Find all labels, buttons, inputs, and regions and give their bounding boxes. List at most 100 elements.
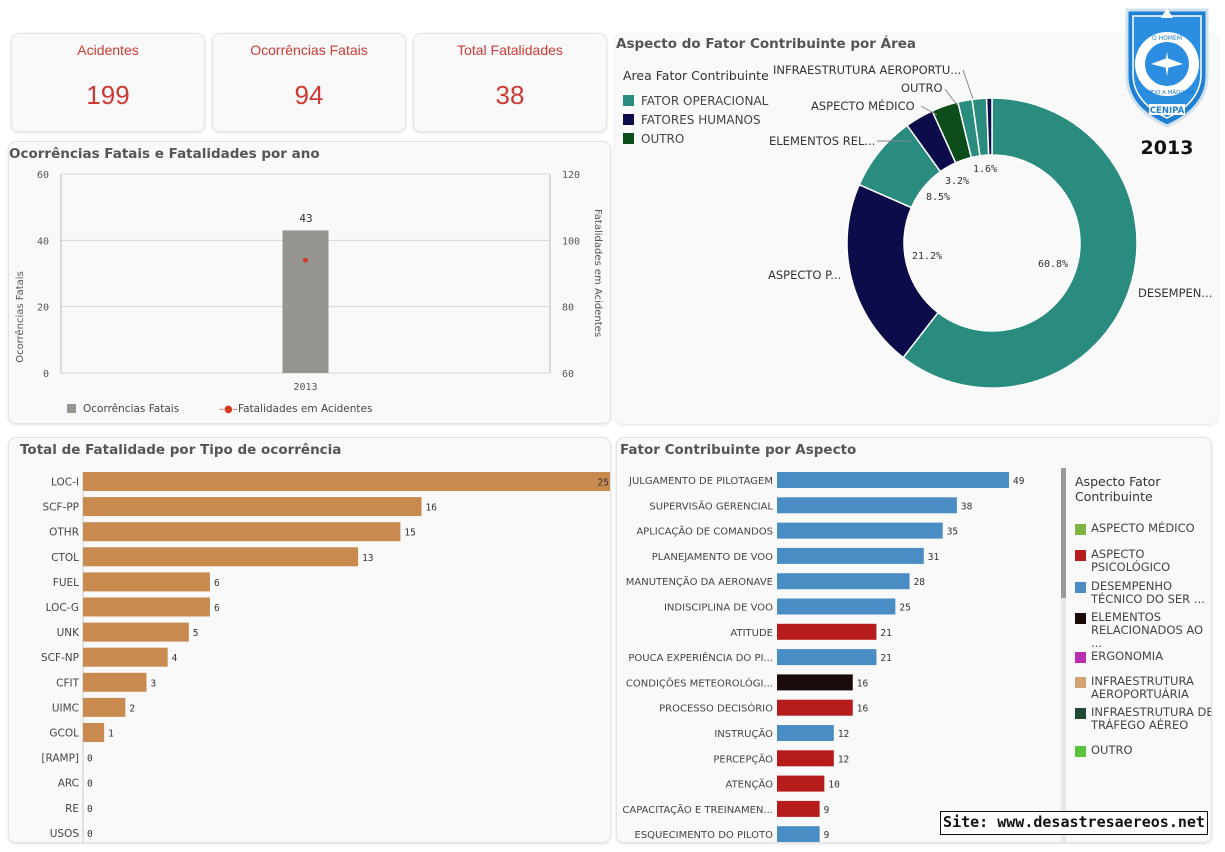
- y-tick-label: 40: [37, 236, 49, 247]
- category-label: ARC: [58, 778, 79, 790]
- bar: [777, 800, 820, 817]
- chart-title: Fator Contribuinte por Aspecto: [620, 442, 857, 458]
- legend-swatch: [1075, 677, 1086, 688]
- category-label: POUCA EXPERIÊNCIA DO PI...: [628, 651, 773, 664]
- bar: [83, 622, 189, 642]
- legend-label: OUTRO: [1091, 743, 1133, 757]
- y-tick-label: 20: [37, 303, 49, 314]
- legend-item-fator-operacional[interactable]: FATOR OPERACIONAL: [623, 94, 768, 108]
- bar-value-label: 6: [214, 603, 220, 614]
- legend-title: Area Fator Contribuinte: [623, 68, 769, 83]
- bar: [777, 750, 834, 767]
- kpi-label: Ocorrências Fatais: [250, 42, 368, 58]
- legend-swatch: [1075, 524, 1086, 535]
- bar: [83, 572, 210, 592]
- legend-label: FATOR OPERACIONAL: [641, 94, 769, 108]
- legend-label: Ocorrências Fatais: [83, 403, 180, 415]
- bar: [83, 672, 147, 692]
- category-label: SUPERVISÃO GERENCIAL: [649, 499, 773, 512]
- bar: [83, 472, 610, 491]
- legend-label: OUTRO: [641, 132, 685, 146]
- legend-item-ocorrencias-fatais[interactable]: Ocorrências Fatais: [67, 403, 179, 415]
- category-label: CFIT: [56, 677, 79, 689]
- slice-percent-label: 21.2%: [912, 251, 942, 262]
- legend-item[interactable]: ERGONOMIA: [1075, 650, 1211, 678]
- x-tick-label: 2013: [293, 382, 317, 393]
- legend-swatch: [1075, 746, 1086, 757]
- bar: [83, 597, 210, 617]
- bar-value-label: 31: [928, 552, 940, 563]
- leader-line: [944, 88, 958, 106]
- bar-value-label: 0: [87, 804, 93, 815]
- chart-title: Total de Fatalidade por Tipo de ocorrênc…: [20, 442, 342, 458]
- legend-swatch: [1075, 708, 1086, 719]
- kpi-value: 94: [294, 80, 324, 110]
- bar: [282, 230, 329, 373]
- combo-chart-card: Ocorrências Fatais e Fatalidades por ano…: [8, 141, 611, 424]
- bar-value-label: 21: [880, 653, 892, 664]
- bar-value-label: 25: [598, 478, 609, 489]
- bar-value-label: 2: [129, 703, 135, 714]
- legend-scrollbar-track[interactable]: [1061, 468, 1066, 842]
- bar: [777, 649, 877, 666]
- category-label: CONDIÇÕES METEOROLÓGI...: [626, 676, 773, 689]
- fatalities-by-type-card: Total de Fatalidade por Tipo de ocorrênc…: [8, 437, 611, 843]
- y-tick-label: 60: [37, 170, 49, 181]
- legend-item-fatalidades[interactable]: –●–Fatalidades em Acidentes: [219, 403, 372, 415]
- cenipa-logo: CENIPA O HOMEM O MEIO A MÁQUINA: [1125, 8, 1209, 128]
- y-axis-right-label: Fatalidades em Acidentes: [592, 209, 603, 337]
- legend-item[interactable]: ASPECTO MÉDICO: [1075, 522, 1211, 550]
- legend-item[interactable]: ASPECTO PSICOLÓGICO: [1075, 547, 1211, 576]
- category-label: PLANEJAMENTO DE VOO: [652, 552, 773, 563]
- legend-item[interactable]: DESEMPENHO TÉCNICO DO SER ...: [1075, 580, 1211, 608]
- donut-chart: 60.8% 21.2% 8.5% 3.2% 1.6% DESEMPEN... ASPECTO…: [768, 63, 1212, 389]
- bar: [777, 472, 1009, 488]
- slice-label: ASPECTO MÉDICO: [811, 98, 915, 113]
- legend-label: INFRAESTRUTURA AEROPORTUÁRIA: [1091, 674, 1194, 701]
- factor-by-aspect-card: Fator Contribuinte por Aspecto JULGAMENT…: [616, 437, 1212, 843]
- legend-point-icon: –●–: [219, 404, 238, 415]
- bar-value-label: 13: [362, 553, 373, 564]
- slice-percent-label: 3.2%: [945, 176, 969, 187]
- category-label: ATENÇÃO: [726, 778, 774, 791]
- bar: [777, 522, 943, 539]
- leader-line: [962, 69, 974, 100]
- legend-swatch: [623, 133, 634, 144]
- legend-label: ASPECTO PSICOLÓGICO: [1091, 547, 1171, 574]
- category-label: INSTRUÇÃO: [714, 727, 773, 740]
- legend-label: FATORES HUMANOS: [641, 113, 761, 127]
- category-label: MANUTENÇÃO DA AERONAVE: [626, 575, 773, 588]
- category-label: GCOL: [49, 728, 79, 740]
- legend-item[interactable]: INFRAESTRUTURA DE TRÁFEGO AÉREO: [1075, 706, 1211, 734]
- kpi-value: 38: [495, 80, 525, 110]
- legend-swatch: [1075, 582, 1086, 593]
- legend-item[interactable]: OUTRO: [1075, 743, 1211, 772]
- kpi-card-acidentes: Acidentes 199: [11, 33, 205, 132]
- bar: [777, 547, 924, 564]
- legend-item-outro[interactable]: OUTRO: [623, 132, 684, 146]
- bar-value-label: 28: [914, 577, 926, 588]
- legend-scrollbar-thumb[interactable]: [1061, 468, 1066, 598]
- bar-value-label: 5: [193, 628, 199, 639]
- bar-value-label: 9: [824, 805, 830, 816]
- legend-item[interactable]: INFRAESTRUTURA AEROPORTUÁRIA: [1075, 674, 1211, 703]
- category-label: INDISCIPLINA DE VOO: [664, 603, 773, 614]
- bar-value-label: 0: [87, 754, 93, 765]
- donut-chart-card: Aspecto do Fator Contribuinte por Área A…: [615, 33, 1218, 424]
- legend-label: Fatalidades em Acidentes: [238, 403, 373, 415]
- y-axis-label: Ocorrências Fatais: [14, 271, 26, 363]
- bar-value-label: 9: [824, 830, 830, 841]
- svg-text:CENIPA: CENIPA: [1150, 106, 1185, 116]
- legend-item-fatores-humanos[interactable]: FATORES HUMANOS: [623, 113, 761, 127]
- site-credit[interactable]: Site: www.desastresaereos.net: [940, 811, 1208, 835]
- category-label: UNK: [57, 627, 81, 639]
- bar: [83, 497, 422, 517]
- legend-item[interactable]: ELEMENTOS RELACIONADOS AO ...: [1075, 611, 1211, 650]
- bar: [777, 674, 853, 691]
- category-label: PROCESSO DECISÓRIO: [659, 702, 773, 715]
- kpi-value: 199: [86, 80, 130, 110]
- bar-value-label: 3: [150, 678, 156, 689]
- y-tick-label: 0: [43, 369, 49, 380]
- combo-chart: Ocorrências Fatais Fatalidades em Aciden…: [14, 170, 603, 393]
